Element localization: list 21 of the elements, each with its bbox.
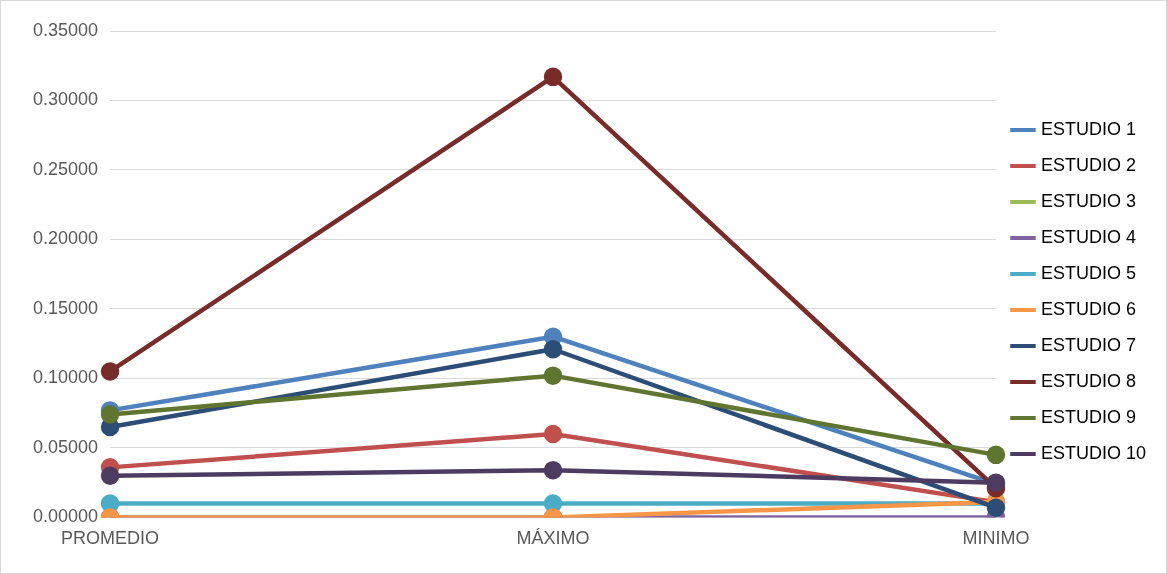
legend-label: ESTUDIO 3 <box>1040 190 1136 211</box>
legend-label: ESTUDIO 1 <box>1040 118 1136 139</box>
legend-label: ESTUDIO 9 <box>1040 406 1136 427</box>
legend-label: ESTUDIO 4 <box>1040 226 1136 247</box>
y-tick-label: 0.10000 <box>32 367 99 388</box>
legend-label: ESTUDIO 2 <box>1040 154 1136 175</box>
y-tick-label: 0.20000 <box>32 228 99 249</box>
y-tick-label: 0.00000 <box>32 506 99 527</box>
legend-label: ESTUDIO 8 <box>1040 370 1136 391</box>
legend-label: ESTUDIO 5 <box>1040 262 1136 283</box>
y-tick-label: 0.35000 <box>32 19 99 40</box>
legend-label: ESTUDIO 10 <box>1040 442 1146 463</box>
x-tick-label: MINIMO <box>962 528 1030 549</box>
legend-label: ESTUDIO 6 <box>1040 298 1136 319</box>
y-tick-label: 0.30000 <box>32 89 99 110</box>
y-tick-label: 0.15000 <box>32 297 99 318</box>
legend-label: ESTUDIO 7 <box>1040 334 1136 355</box>
x-tick-label: MÁXIMO <box>516 528 590 549</box>
x-tick-label: PROMEDIO <box>61 528 160 549</box>
y-tick-label: 0.25000 <box>32 158 99 179</box>
y-tick-label: 0.05000 <box>32 436 99 457</box>
